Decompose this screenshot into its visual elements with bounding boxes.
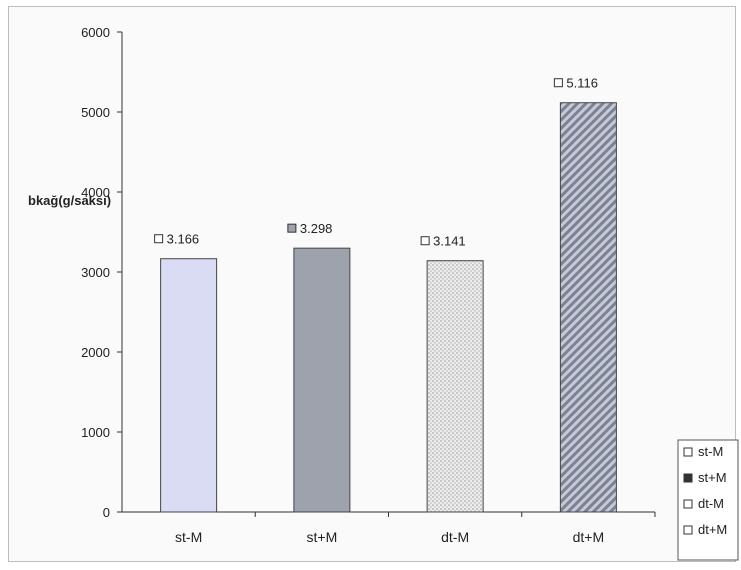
legend-entry: dt+M xyxy=(698,522,727,537)
x-tick-label: dt+M xyxy=(573,529,605,545)
y-tick-label: 3000 xyxy=(81,265,110,280)
x-tick-labels: st-M st+M dt-M dt+M xyxy=(175,512,656,545)
data-label-key xyxy=(420,236,430,246)
data-labels: 3.166 3.298 3.141 5.116 xyxy=(154,76,598,249)
y-axis-label: bkağ(g/saksı) xyxy=(28,193,111,208)
legend-key xyxy=(683,473,693,483)
x-tick-label: st-M xyxy=(175,529,202,545)
y-tick-label: 6000 xyxy=(81,25,110,40)
x-tick-label: dt-M xyxy=(441,529,469,545)
legend-entry: dt-M xyxy=(698,496,724,511)
bars xyxy=(160,102,617,513)
bar-dtminusM xyxy=(426,260,484,513)
data-label-key xyxy=(287,223,297,233)
y-tick-label: 0 xyxy=(103,505,110,520)
legend-key xyxy=(683,447,693,457)
y-tick-label: 1000 xyxy=(81,425,110,440)
y-tick-label: 5000 xyxy=(81,105,110,120)
legend-key xyxy=(683,525,693,535)
bar-dtplusM xyxy=(559,102,617,513)
data-label-key xyxy=(154,234,164,244)
legend-entry: st-M xyxy=(698,444,723,459)
data-label-key xyxy=(553,78,563,88)
legend-key xyxy=(683,499,693,509)
data-label: 3.141 xyxy=(433,234,466,249)
data-label: 3.298 xyxy=(300,221,333,236)
bar-stminusM xyxy=(160,258,218,513)
y-ticks: 0 1000 2000 3000 4000 5000 6000 xyxy=(81,25,122,520)
x-tick-label: st+M xyxy=(307,529,338,545)
y-tick-label: 2000 xyxy=(81,345,110,360)
legend-entry: st+M xyxy=(698,470,727,485)
y-tick-label: 4000 xyxy=(81,185,110,200)
bar-stplusM xyxy=(293,247,351,513)
data-label: 5.116 xyxy=(566,76,598,91)
legend: st-M st+M dt-M dt+M xyxy=(677,439,739,561)
data-label: 3.166 xyxy=(167,232,200,247)
